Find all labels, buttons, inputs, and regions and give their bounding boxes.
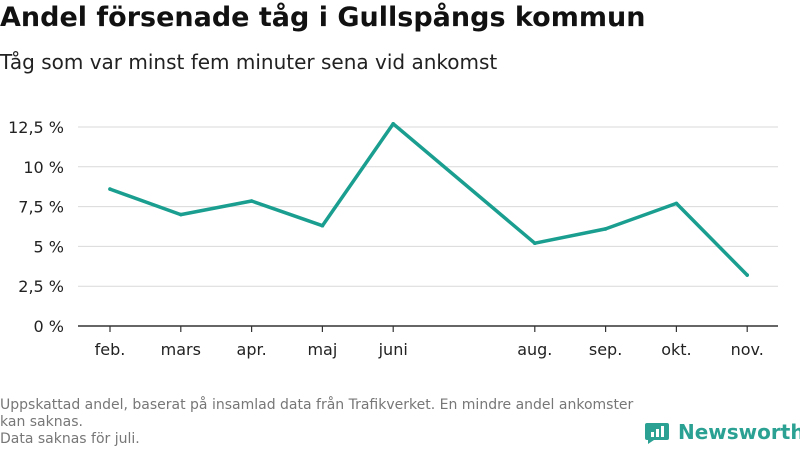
y-tick-label: 7,5 % [18,198,64,217]
chart-title: Andel försenade tåg i Gullspångs kommun [0,2,646,33]
x-tick-label: nov. [731,340,764,359]
x-tick-label: juni [378,340,408,359]
x-tick-label: mars [161,340,201,359]
data-point [533,241,537,246]
data-point [249,199,254,203]
x-tick-label: aug. [517,340,552,359]
x-tick-label: feb. [95,340,126,359]
y-tick-label: 5 % [34,237,64,256]
footnote-line-2: Data saknas för juli. [0,431,140,447]
brand-name: Newsworthy [678,420,800,444]
x-tick-label: apr. [237,340,267,359]
x-tick-label: sep. [589,340,622,359]
line-chart: 0 % 2,5 % 5 % 7,5 % 10 % 12,5 % feb. mars apr. m… [8,118,778,359]
data-point [745,273,749,277]
y-tick-label: 2,5 % [18,277,64,296]
data-point [391,122,396,126]
data-point [179,212,183,217]
brand-logo[interactable]: Newsworthy [644,419,800,445]
x-tick-label: maj [307,340,337,359]
data-point [674,201,679,206]
chart-subtitle: Tåg som var minst fem minuter sena vid a… [0,50,498,74]
data-point [603,227,608,231]
y-axis-ticks: 0 % 2,5 % 5 % 7,5 % 10 % 12,5 % [8,118,64,336]
data-point [320,223,325,228]
data-point [108,187,112,191]
series-line [108,122,749,277]
y-tick-label: 0 % [34,317,64,336]
gridlines [78,126,778,327]
y-tick-label: 12,5 % [8,118,64,137]
footnote: Uppskattad andel, baserat på insamlad da… [0,397,640,448]
x-axis-ticks: feb. mars apr. maj juni aug. sep. okt. nov. [95,326,764,359]
series-lines [108,122,749,277]
newsworthy-logo-icon [645,423,669,444]
footnote-line-1: Uppskattad andel, baserat på insamlad da… [0,397,634,430]
y-tick-label: 10 % [23,158,64,177]
x-tick-label: okt. [661,340,691,359]
